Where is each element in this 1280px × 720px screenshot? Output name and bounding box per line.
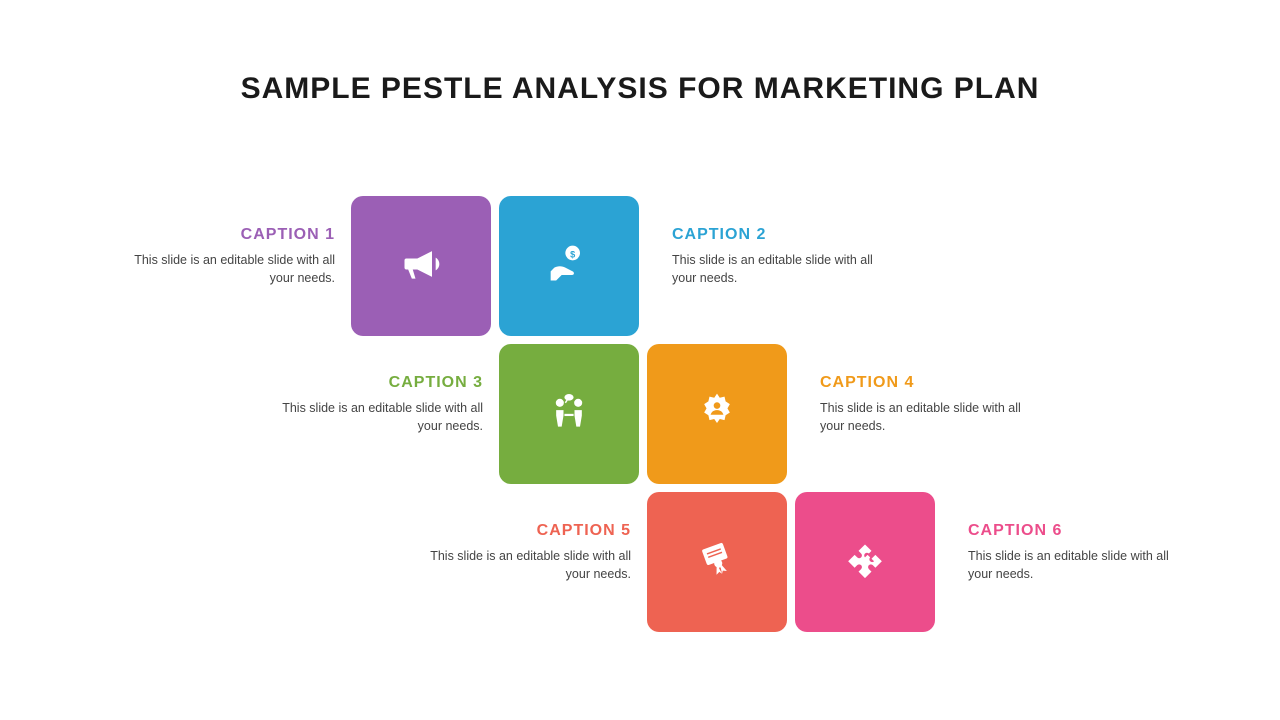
caption-3: CAPTION 3 This slide is an editable slid… [263,374,483,435]
caption-3-desc: This slide is an editable slide with all… [263,400,483,435]
certificate-icon [695,538,739,587]
svg-text:$: $ [570,249,575,259]
tile-economic: $ [499,196,639,336]
caption-3-title: CAPTION 3 [263,374,483,392]
caption-1-title: CAPTION 1 [115,226,335,244]
caption-1: CAPTION 1 This slide is an editable slid… [115,226,335,287]
money-hand-icon: $ [547,242,591,291]
slide-title: SAMPLE PESTLE ANALYSIS FOR MARKETING PLA… [0,72,1280,106]
meeting-icon [547,390,591,439]
tile-legal [647,492,787,632]
megaphone-icon [399,242,443,291]
caption-2: CAPTION 2 This slide is an editable slid… [672,226,892,287]
tile-political [351,196,491,336]
tile-technological [647,344,787,484]
gear-user-icon [695,390,739,439]
caption-2-desc: This slide is an editable slide with all… [672,252,892,287]
caption-4-desc: This slide is an editable slide with all… [820,400,1040,435]
tile-environmental [795,492,935,632]
caption-6-title: CAPTION 6 [968,522,1188,540]
caption-5-desc: This slide is an editable slide with all… [411,548,631,583]
caption-4-title: CAPTION 4 [820,374,1040,392]
caption-6: CAPTION 6 This slide is an editable slid… [968,522,1188,583]
tile-social [499,344,639,484]
caption-1-desc: This slide is an editable slide with all… [115,252,335,287]
caption-2-title: CAPTION 2 [672,226,892,244]
caption-4: CAPTION 4 This slide is an editable slid… [820,374,1040,435]
caption-5: CAPTION 5 This slide is an editable slid… [411,522,631,583]
caption-6-desc: This slide is an editable slide with all… [968,548,1188,583]
puzzle-icon [843,538,887,587]
caption-5-title: CAPTION 5 [411,522,631,540]
